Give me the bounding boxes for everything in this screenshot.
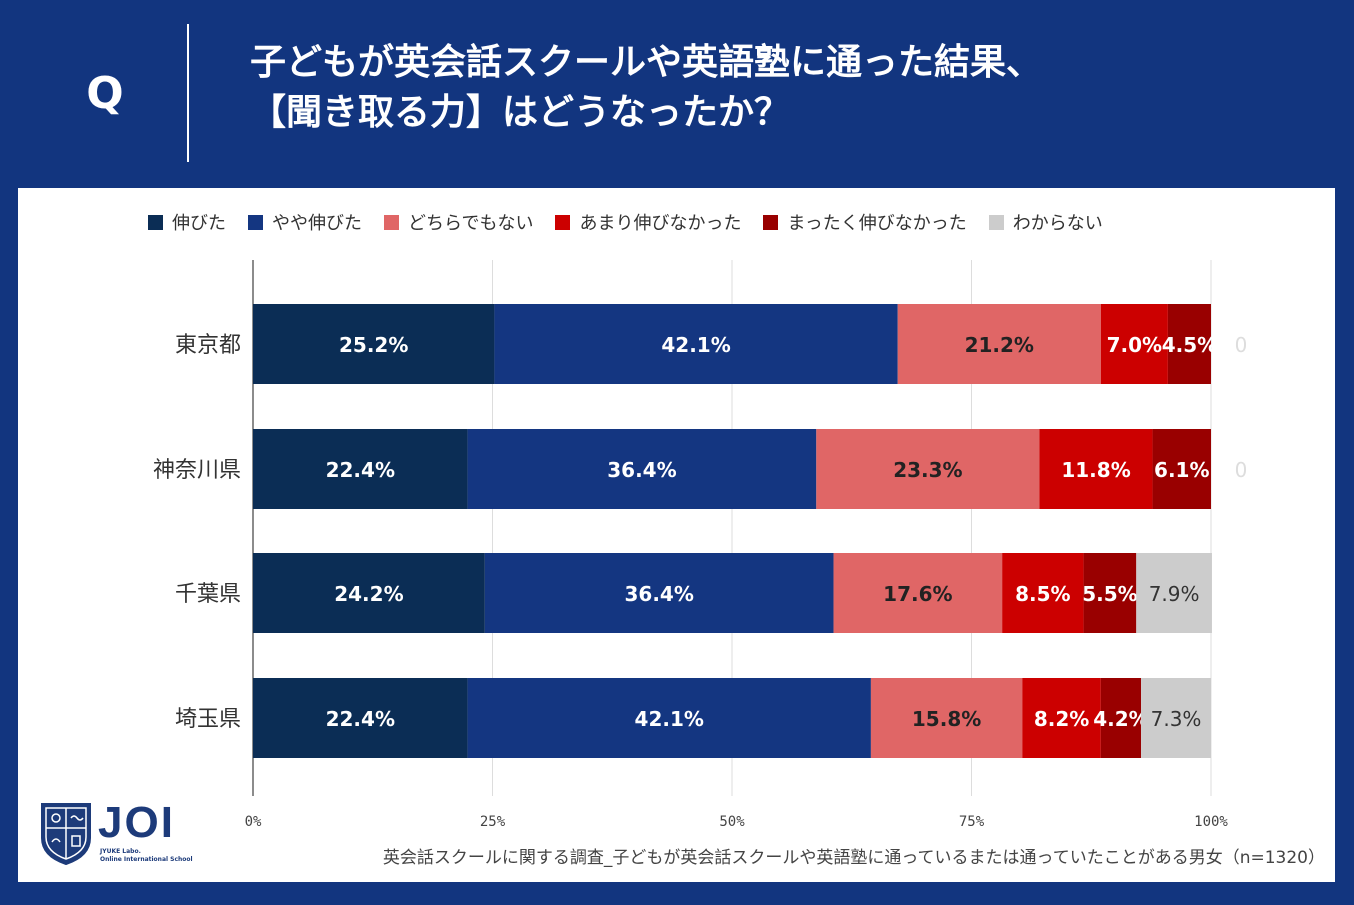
bar-segment bbox=[833, 553, 1003, 633]
data-label: 25.2% bbox=[339, 333, 408, 357]
legend-label: 伸びた bbox=[172, 213, 226, 234]
x-tick-label: 50% bbox=[719, 814, 745, 830]
bar-segment bbox=[253, 429, 468, 509]
bar-segment bbox=[494, 304, 898, 384]
x-tick-label: 0% bbox=[245, 814, 262, 830]
legend-swatch bbox=[248, 214, 263, 230]
legend-swatch bbox=[384, 214, 399, 230]
bar-segment bbox=[1152, 429, 1211, 509]
bar-segment bbox=[467, 429, 817, 509]
header: Q 子どもが英会話スクールや英語塾に通った結果、 【聞き取る力】はどうなったか？ bbox=[0, 0, 1354, 186]
bar-segment bbox=[1100, 678, 1142, 758]
bar-segment bbox=[1136, 553, 1212, 633]
chart-panel: 伸びた やや伸びた どちらでもない あまり伸びなかった まったく伸びなかった わからない … bbox=[18, 188, 1335, 882]
logo-text: JOI bbox=[98, 798, 175, 847]
legend-item: あまり伸びなかった bbox=[555, 209, 741, 235]
data-label: 5.5% bbox=[1082, 582, 1137, 606]
bar-segment bbox=[1083, 553, 1137, 633]
legend-item: 伸びた bbox=[148, 209, 226, 235]
data-label: 8.2% bbox=[1034, 707, 1089, 731]
legend-item: やや伸びた bbox=[248, 209, 362, 235]
title-line-2: 【聞き取る力】はどうなったか？ bbox=[250, 92, 791, 133]
chart-legend: 伸びた やや伸びた どちらでもない あまり伸びなかった まったく伸びなかった わからない bbox=[148, 208, 1248, 236]
bar-segment bbox=[1100, 304, 1168, 384]
bar-segment bbox=[816, 429, 1040, 509]
legend-label: わからない bbox=[1012, 213, 1103, 234]
bar-segment bbox=[253, 304, 495, 384]
category-label: 埼玉県 bbox=[175, 707, 241, 732]
data-label: 6.1% bbox=[1154, 458, 1209, 482]
bar-segment bbox=[870, 678, 1023, 758]
category-label: 千葉県 bbox=[175, 582, 241, 607]
data-label: 22.4% bbox=[326, 458, 395, 482]
data-label: 15.8% bbox=[912, 707, 981, 731]
data-label: 7.0% bbox=[1107, 333, 1162, 357]
x-tick-label: 75% bbox=[959, 814, 985, 830]
title-line-1: 子どもが英会話スクールや英語塾に通った結果、 bbox=[250, 42, 1043, 83]
legend-swatch bbox=[148, 214, 163, 230]
data-label: 36.4% bbox=[624, 582, 693, 606]
data-label: 17.6% bbox=[883, 582, 952, 606]
shield-crest-icon bbox=[41, 803, 91, 866]
data-label: 7.9% bbox=[1149, 582, 1200, 606]
bar-segment bbox=[897, 304, 1101, 384]
legend-item: わからない bbox=[988, 209, 1103, 235]
legend-swatch bbox=[988, 214, 1004, 230]
bar-segment bbox=[484, 553, 834, 633]
legend-label: やや伸びた bbox=[272, 213, 362, 234]
category-label: 東京都 bbox=[175, 333, 241, 358]
legend-label: まったく伸びなかった bbox=[787, 213, 967, 234]
data-label: 7.3% bbox=[1151, 707, 1202, 731]
legend-label: あまり伸びなかった bbox=[579, 213, 742, 234]
bar-segment bbox=[1167, 304, 1211, 384]
data-label: 0 bbox=[1235, 333, 1248, 357]
logo-subtitle: JYUKE Labo. bbox=[100, 848, 141, 855]
bar-segment bbox=[1022, 678, 1101, 758]
data-label: 8.5% bbox=[1015, 582, 1070, 606]
legend-label: どちらでもない bbox=[408, 213, 534, 234]
data-label: 11.8% bbox=[1061, 458, 1130, 482]
legend-swatch bbox=[763, 214, 779, 230]
data-label: 21.2% bbox=[965, 333, 1034, 357]
q-divider bbox=[187, 24, 189, 162]
data-label: 22.4% bbox=[326, 707, 395, 731]
legend-item: まったく伸びなかった bbox=[763, 209, 967, 235]
q-mark: Q bbox=[86, 68, 124, 119]
bar-segment bbox=[253, 553, 485, 633]
page-title: 子どもが英会話スクールや英語塾に通った結果、 【聞き取る力】はどうなったか？ bbox=[250, 38, 1310, 138]
data-label: 24.2% bbox=[334, 582, 403, 606]
bar-segment bbox=[467, 678, 871, 758]
bar-segment bbox=[1039, 429, 1153, 509]
bar-segment bbox=[1141, 678, 1211, 758]
joi-logo: JOI JYUKE Labo. Online International Sch… bbox=[38, 798, 208, 868]
data-label: 36.4% bbox=[607, 458, 676, 482]
legend-item: どちらでもない bbox=[384, 209, 533, 235]
footnote: 英会話スクールに関する調査_子どもが英会話スクールや英語塾に通っているまたは通っ… bbox=[382, 848, 1325, 868]
data-label: 0 bbox=[1235, 458, 1248, 482]
legend-swatch bbox=[555, 214, 571, 230]
x-tick-label: 25% bbox=[480, 814, 506, 830]
data-label: 23.3% bbox=[893, 458, 962, 482]
bar-segment bbox=[253, 678, 468, 758]
data-label: 42.1% bbox=[661, 333, 730, 357]
x-tick-label: 100% bbox=[1194, 814, 1228, 830]
logo-subtitle-2: Online International School bbox=[100, 856, 193, 863]
category-label: 神奈川県 bbox=[153, 458, 241, 483]
data-label: 4.2% bbox=[1093, 707, 1148, 731]
data-label: 42.1% bbox=[635, 707, 704, 731]
stacked-bar-chart: 0% 25% 50% 75% 100% 東京都 25.2% 42.1% 21.2% 7.0% 4.5… bbox=[153, 260, 1248, 830]
data-label: 4.5% bbox=[1162, 333, 1217, 357]
bar-segment bbox=[1002, 553, 1084, 633]
